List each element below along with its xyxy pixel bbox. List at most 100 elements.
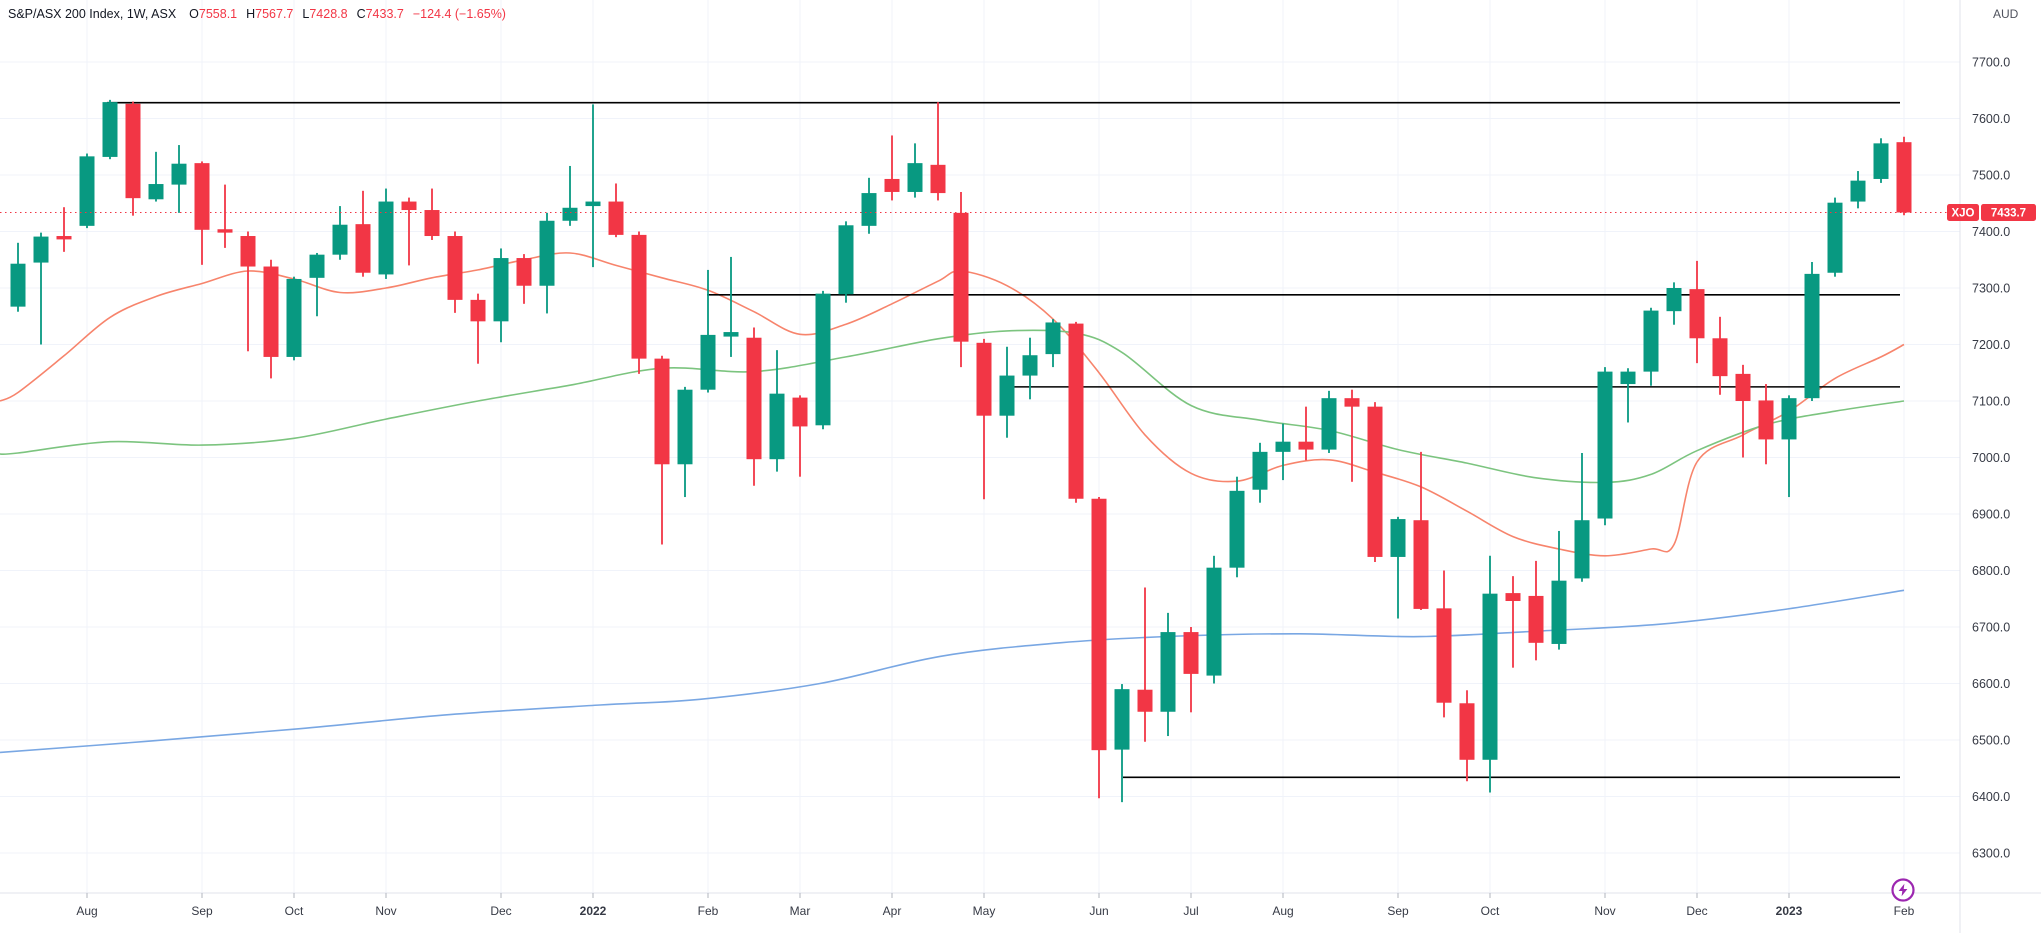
time-axis-label[interactable]: Jun [1089,904,1108,918]
candle-body [1022,355,1038,376]
ohlc-close: C7433.7 [356,7,404,21]
candle-body [1114,689,1130,750]
candle-body [1252,451,1268,490]
candle-body [1390,519,1406,557]
candle-body [470,299,486,322]
price-axis-label: 7600.0 [1972,112,2010,126]
candle-body [1206,567,1222,676]
price-axis-label: 6400.0 [1972,790,2010,804]
time-axis-label[interactable]: Nov [375,904,396,918]
candle-body [999,375,1015,416]
time-axis-label[interactable]: Jul [1183,904,1198,918]
candle-body [608,201,624,235]
candle-body [1275,441,1291,452]
candle-body [355,224,371,273]
price-axis-label: 6900.0 [1972,508,2010,522]
price-axis-label: 7200.0 [1972,338,2010,352]
symbol-title: S&P/ASX 200 Index, 1W, ASX [8,7,177,21]
candle-body [516,258,532,286]
candle-body [1574,520,1590,579]
candle-body [1091,498,1107,751]
candle-body [792,397,808,427]
time-axis-label[interactable]: Apr [883,904,902,918]
candle-body [1459,703,1475,760]
time-axis-label[interactable]: Sep [191,904,213,918]
candle-body [125,103,141,199]
time-axis-label[interactable]: Mar [790,904,811,918]
time-axis-label[interactable]: Oct [1481,904,1500,918]
candle-body [1781,398,1797,440]
candle-body [1758,400,1774,440]
candle-body [401,201,417,211]
price-axis-label: 6300.0 [1972,847,2010,861]
candle-body [1551,580,1567,644]
candle-body [1298,441,1314,450]
candle-body [1712,338,1728,377]
time-axis-label[interactable]: 2022 [580,904,607,918]
candle-body [286,278,302,357]
price-tag-value-box [1981,203,2036,221]
candle-body [953,212,969,342]
price-tag-symbol: XJO [1951,207,1974,219]
candle-body [1413,520,1429,609]
candle-body [815,293,831,426]
candle-body [79,156,95,226]
candle-body [1321,398,1337,450]
candle-body [240,236,256,267]
time-axis-label[interactable]: Aug [76,904,97,918]
candle-body [263,266,279,357]
price-axis-label: 6800.0 [1972,564,2010,578]
candle-body [907,163,923,192]
candle-body [677,389,693,465]
time-axis-label[interactable]: 2023 [1776,904,1803,918]
time-axis-label[interactable]: Oct [285,904,304,918]
candle-body [1505,593,1521,602]
candle-body [1068,323,1084,499]
price-axis-label: 7500.0 [1972,169,2010,183]
currency-label: AUD [1993,7,2019,21]
candle-body [562,207,578,221]
time-axis-label[interactable]: Nov [1594,904,1615,918]
ma-mid-line [0,329,1905,484]
ohlc-open: O7558.1 [189,7,238,21]
time-axis-label[interactable]: Dec [1686,904,1707,918]
candle-body [1620,371,1636,385]
candle-body [378,201,394,275]
price-axis-label: 7400.0 [1972,225,2010,239]
change-value: −124.4 (−1.65%) [412,7,506,21]
time-axis-label[interactable]: Dec [490,904,511,918]
candle-body [1436,608,1452,703]
time-axis-label[interactable]: May [973,904,996,918]
candle-body [1528,595,1544,643]
candle-body [309,254,325,278]
time-axis-label[interactable]: Feb [698,904,719,918]
candle-body [723,332,739,337]
candle-body [171,163,187,185]
candle-body [1137,689,1153,712]
candle-body [56,236,72,240]
price-axis-label: 6700.0 [1972,621,2010,635]
candle-body [1344,398,1360,407]
candle-body [631,234,647,359]
time-axis-label[interactable]: Aug [1272,904,1293,918]
candle-body [1735,373,1751,401]
price-axis-label: 7700.0 [1972,56,2010,70]
time-axis-label[interactable]: Feb [1894,904,1915,918]
go-to-realtime-button[interactable] [1891,878,1915,902]
candle-body [539,220,555,286]
ma-slow-line [0,589,1905,754]
candle-body [585,201,601,207]
symbol-legend[interactable]: S&P/ASX 200 Index, 1W, ASX O7558.1 H7567… [8,6,506,23]
ohlc-low: L7428.8 [302,7,348,21]
price-axis-label: 6600.0 [1972,677,2010,691]
candle-body [1689,289,1705,339]
candle-body [1183,632,1199,674]
candle-body [1896,142,1912,213]
candle-body [194,163,210,230]
time-axis-label[interactable]: Sep [1387,904,1409,918]
ohlc-high: H7567.7 [246,7,294,21]
price-axis-label: 7000.0 [1972,451,2010,465]
candle-body [654,358,670,465]
